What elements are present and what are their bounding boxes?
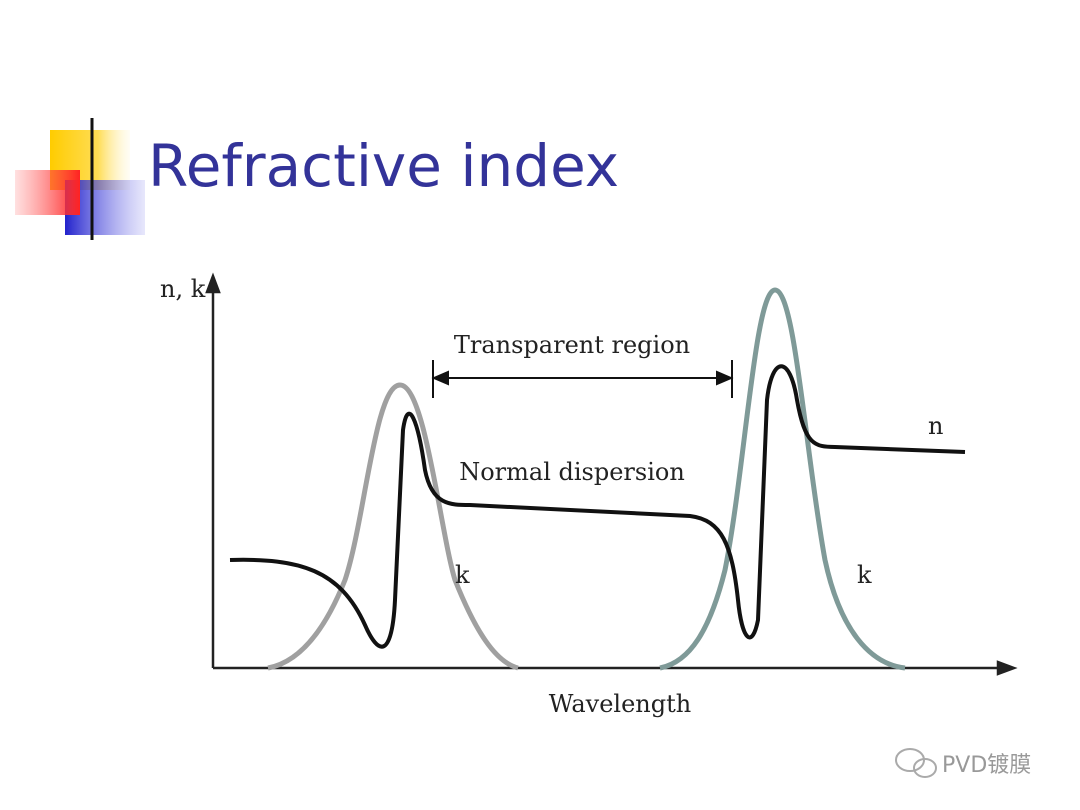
region-label: Transparent region bbox=[454, 331, 690, 359]
n-label: n bbox=[928, 412, 943, 440]
k-label: k bbox=[857, 561, 872, 589]
region-arrow bbox=[431, 360, 734, 398]
x-axis-label: Wavelength bbox=[549, 690, 691, 718]
watermark-icon bbox=[895, 748, 937, 778]
watermark: PVD镀膜 bbox=[942, 753, 1031, 778]
y-axis-label: n, k bbox=[160, 275, 206, 303]
k-curve-1 bbox=[267, 382, 519, 671]
axes bbox=[205, 272, 1018, 676]
n-curve bbox=[229, 364, 966, 649]
k-curve-2 bbox=[659, 287, 906, 671]
k-label: k bbox=[455, 561, 470, 589]
logo bbox=[15, 118, 1010, 240]
dispersion-label: Normal dispersion bbox=[459, 458, 685, 486]
title: Refractive index bbox=[148, 132, 619, 200]
